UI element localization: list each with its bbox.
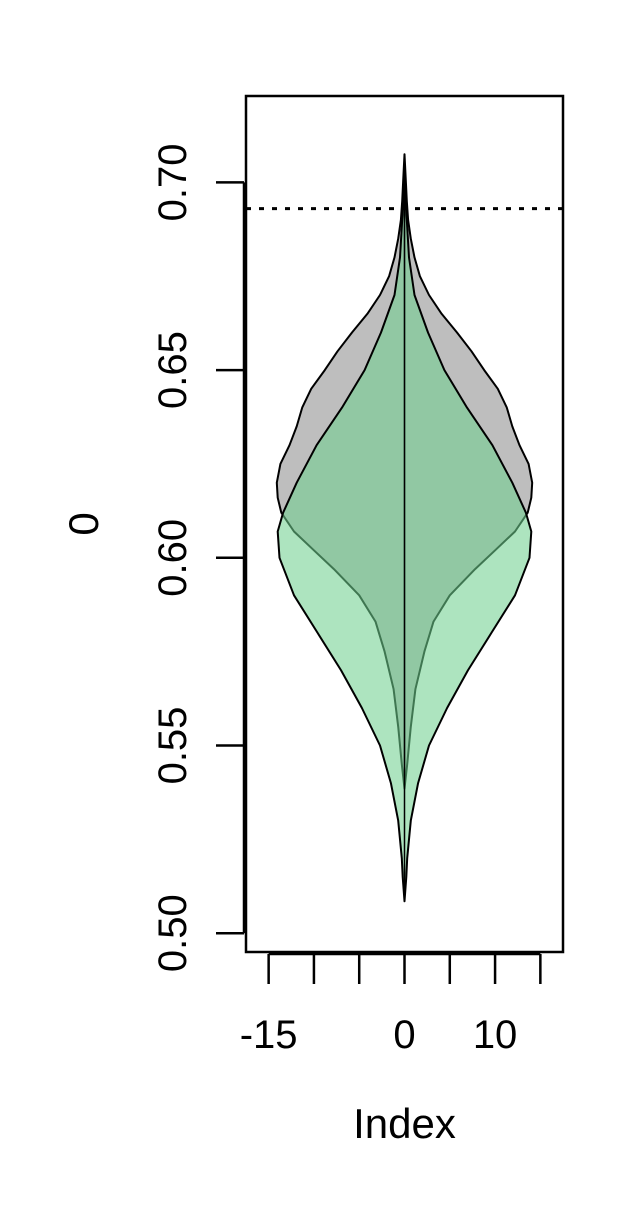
- y-tick-label: 0.70: [151, 143, 195, 221]
- x-axis: -15 0 10: [240, 952, 542, 1057]
- y-tick-label: 0.50: [151, 894, 195, 972]
- y-tick-label: 0.60: [151, 519, 195, 597]
- x-tick-label: 0: [393, 1013, 415, 1057]
- y-axis-title: 0: [60, 512, 107, 535]
- x-axis-title: Index: [353, 1100, 456, 1147]
- plot-frame: [244, 94, 565, 954]
- x-tick-label: 10: [473, 1013, 518, 1057]
- violin-layer: [275, 153, 534, 903]
- x-tick-label: -15: [240, 1013, 298, 1057]
- y-tick-label: 0.55: [151, 707, 195, 785]
- y-tick-label: 0.65: [151, 331, 195, 409]
- y-axis: 0.50 0.55 0.60 0.65 0.70: [151, 143, 246, 972]
